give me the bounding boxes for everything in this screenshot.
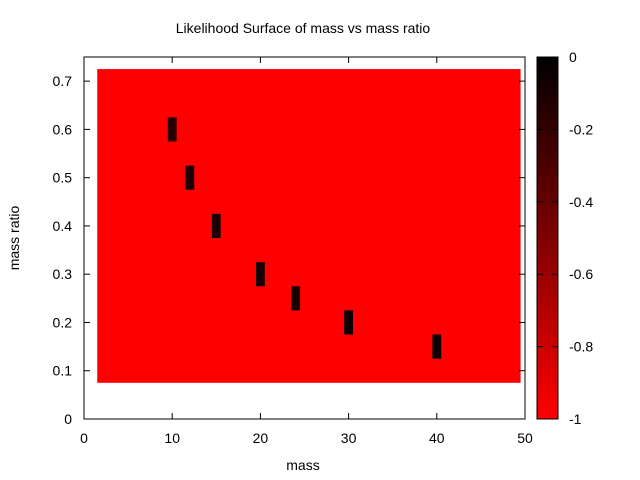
x-tick-label: 30 xyxy=(341,430,357,446)
colorbar-tick-label: -0.6 xyxy=(569,266,593,282)
colorbar-tick-label: -0.2 xyxy=(569,121,593,137)
y-tick-label: 0.6 xyxy=(53,121,73,137)
x-tick-label: 50 xyxy=(517,430,533,446)
x-tick-label: 40 xyxy=(429,430,445,446)
heatmap-cell xyxy=(167,117,177,142)
x-axis-label: mass xyxy=(286,457,319,473)
colorbar-tick-label: -0.8 xyxy=(569,339,593,355)
colorbar-axis: 0 -0.2 -0.4 -0.6 -0.8 -1 xyxy=(537,49,593,427)
heatmap-cell xyxy=(255,262,265,287)
x-tick-label: 20 xyxy=(253,430,269,446)
colorbar-tick-label: -0.4 xyxy=(569,194,593,210)
axes: 0 10 20 30 40 50 0 0.1 0.2 0.3 0.4 0.5 0.6 0.7 xyxy=(53,57,533,446)
y-axis-label: mass ratio xyxy=(6,206,22,271)
y-tick-label: 0.3 xyxy=(53,266,73,282)
x-tick-label: 10 xyxy=(164,430,180,446)
chart-title: Likelihood Surface of mass vs mass ratio xyxy=(176,20,431,36)
x-tick-label: 0 xyxy=(80,430,88,446)
plot-area xyxy=(97,69,521,383)
y-tick-label: 0.1 xyxy=(53,363,73,379)
plot-frame xyxy=(83,56,526,420)
colorbar xyxy=(536,56,559,420)
heatmap-background xyxy=(97,69,521,383)
heatmap-cell xyxy=(211,213,221,238)
heatmap-cell xyxy=(291,286,301,311)
colorbar-tick-label: -1 xyxy=(569,411,582,427)
y-tick-label: 0.7 xyxy=(53,73,73,89)
y-tick-label: 0.4 xyxy=(53,218,73,234)
colorbar-tick-label: 0 xyxy=(569,49,577,65)
heatmap-cell xyxy=(432,334,442,359)
heatmap-cell xyxy=(344,310,354,335)
y-tick-label: 0.5 xyxy=(53,170,73,186)
y-tick-label: 0.2 xyxy=(53,314,73,330)
heatmap-cell xyxy=(185,165,195,190)
y-tick-label: 0 xyxy=(64,411,72,427)
